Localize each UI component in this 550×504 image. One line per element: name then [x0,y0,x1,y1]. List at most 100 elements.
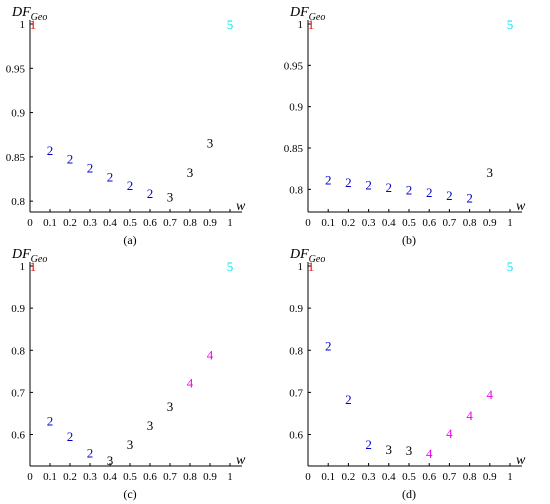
data-point: 2 [87,446,94,461]
data-point: 2 [67,152,74,167]
data-point: 2 [406,182,413,197]
y-tick-label: 0.9 [289,102,303,114]
y-tick-label: 0.8 [289,184,303,196]
y-axis-label-main: DF [11,247,31,262]
data-point: 2 [345,175,352,190]
y-axis-label-main: DF [11,5,31,20]
data-point: 5 [227,259,234,274]
data-point: 2 [147,186,154,201]
y-axis-label: DFGeo [289,247,325,265]
x-tick-label: 0.9 [203,217,217,229]
y-tick-label: 0.9 [289,303,303,315]
x-tick-label: 0.7 [163,217,177,229]
x-tick-label: 1 [227,471,233,483]
data-point: 3 [207,136,214,151]
chart-panel: 0 0.1 0.2 0.3 0.4 0.5 0.6 0.7 0.8 0.9 1 0.8 0.85 0.9 0… [284,5,526,247]
data-point: 3 [487,165,494,180]
data-point: 2 [345,392,352,407]
y-tick-label: 1 [298,19,304,31]
y-tick-label: 0.8 [289,345,303,357]
x-axis-label: w [516,199,526,214]
x-tick-label: 0.6 [143,471,157,483]
y-axis-label-sub: Geo [309,254,326,265]
chart-panel: 0 0.1 0.2 0.3 0.4 0.5 0.6 0.7 0.8 0.9 1 0.6 0.7 0.8 0.… [289,247,526,501]
x-tick-label: 0.7 [443,217,457,229]
data-point: 5 [507,259,514,274]
y-tick-label: 0.7 [289,387,303,399]
data-point: 2 [365,177,372,192]
data-point: 2 [325,339,332,354]
y-axis-label: DFGeo [11,247,47,265]
x-tick-label: 0.3 [362,471,376,483]
y-axis-label-main: DF [289,247,309,262]
panel-caption: (c) [123,487,136,501]
x-tick-label: 0.8 [463,217,477,229]
x-tick-label: 0.5 [123,471,137,483]
x-tick-label: 0.1 [43,471,57,483]
y-axis-label: DFGeo [289,5,325,23]
x-tick-label: 0.3 [83,217,97,229]
x-tick-label: 1 [507,471,513,483]
y-tick-label: 0.85 [6,152,26,164]
x-tick-label: 0.9 [483,471,497,483]
data-point: 2 [87,160,94,175]
x-tick-label: 0.7 [443,471,457,483]
x-tick-label: 0.1 [321,217,335,229]
x-tick-label: 0.7 [163,471,177,483]
data-point: 3 [167,399,174,414]
data-point: 4 [446,426,453,441]
x-tick-label: 0.1 [321,471,335,483]
data-point: 2 [127,178,134,193]
x-tick-label: 0.5 [402,471,416,483]
data-point: 3 [147,418,154,433]
y-axis-label-main: DF [289,5,309,20]
x-tick-label: 0.8 [183,217,197,229]
x-tick-label: 0.2 [342,217,356,229]
y-tick-label: 1 [20,19,26,31]
y-axis-label-sub: Geo [31,12,48,23]
data-point: 2 [466,191,473,206]
data-point: 3 [127,437,134,452]
data-point: 5 [227,17,234,32]
panel-caption: (d) [402,487,416,501]
x-tick-label: 0.6 [422,471,436,483]
data-point: 4 [487,387,494,402]
data-point: 4 [187,375,194,390]
y-axis-label-sub: Geo [31,254,48,265]
x-tick-label: 0 [305,217,311,229]
data-point: 4 [466,408,473,423]
chart-panel: 0 0.1 0.2 0.3 0.4 0.5 0.6 0.7 0.8 0.9 1 0.6 0.7 0.8 0.… [11,247,246,501]
x-tick-label: 0.4 [382,471,396,483]
data-point: 5 [507,17,514,32]
x-tick-label: 0.5 [123,217,137,229]
x-tick-label: 0.2 [63,217,77,229]
data-point: 3 [386,442,393,457]
x-axis-label: w [236,453,246,468]
x-tick-label: 0.3 [83,471,97,483]
panel-caption: (a) [123,233,136,247]
y-tick-label: 0.9 [11,303,25,315]
data-point: 1 [30,17,37,32]
y-tick-label: 1 [20,261,26,273]
data-point: 4 [426,446,433,461]
y-tick-label: 0.8 [11,345,25,357]
data-point: 2 [47,143,54,158]
y-tick-label: 0.8 [11,196,25,208]
y-axis-label-sub: Geo [309,12,326,23]
data-point: 2 [446,188,453,203]
x-tick-label: 0.6 [143,217,157,229]
y-tick-label: 0.6 [289,430,303,442]
data-point: 3 [187,165,194,180]
data-point: 4 [207,347,214,362]
x-tick-label: 0.9 [483,217,497,229]
x-tick-label: 0.4 [382,217,396,229]
y-axis-label: DFGeo [11,5,47,23]
panel-caption: (b) [402,233,416,247]
data-point: 2 [386,180,393,195]
x-axis-label: w [236,199,246,214]
x-tick-label: 0.2 [63,471,77,483]
data-point: 1 [308,259,315,274]
chart-panel: 0 0.1 0.2 0.3 0.4 0.5 0.6 0.7 0.8 0.9 1 0.8 0.85 0.9 0… [6,5,246,247]
x-tick-label: 0 [305,471,311,483]
